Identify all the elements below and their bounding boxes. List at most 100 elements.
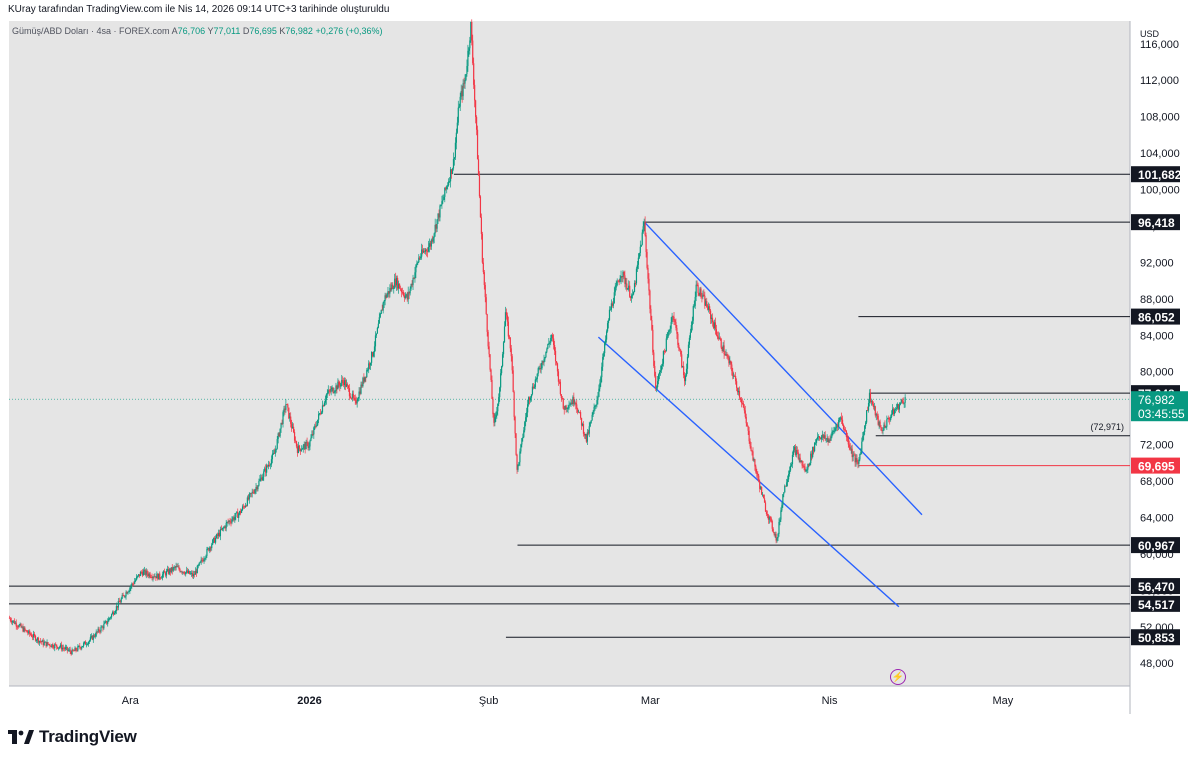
candle-down — [338, 381, 340, 385]
x-tick-label: Nis — [822, 695, 838, 707]
candle-down — [559, 381, 561, 395]
candle-down — [763, 498, 766, 503]
candle-up — [125, 592, 127, 597]
candle-up — [372, 352, 375, 357]
symbol-name[interactable]: Gümüş/ABD Doları · 4sa · FOREX.com — [12, 26, 170, 36]
candle-down — [322, 405, 325, 407]
candle-down — [31, 634, 33, 637]
candle-up — [531, 386, 534, 395]
candle-up — [239, 511, 241, 514]
candle-up — [269, 464, 272, 466]
candle-up — [468, 48, 470, 51]
candle-down — [577, 408, 579, 413]
candle-down — [243, 506, 246, 508]
candle-down — [411, 284, 413, 286]
candle-up — [108, 618, 110, 622]
candle-up — [538, 367, 540, 369]
candle-up — [788, 474, 790, 480]
candle-up — [136, 575, 139, 577]
candle-down — [532, 386, 535, 389]
candle-down — [224, 526, 226, 529]
candle-down — [731, 364, 733, 372]
candle-up — [686, 356, 689, 369]
candle-down — [144, 569, 146, 575]
candle-up — [311, 434, 313, 438]
candle-down — [848, 444, 850, 447]
candle-up — [175, 565, 177, 568]
candle-down — [350, 398, 352, 399]
candle-down — [611, 303, 613, 306]
candle-up — [300, 449, 302, 452]
candle-up — [550, 337, 552, 343]
candle-up — [628, 285, 630, 289]
candle-up — [449, 169, 452, 182]
candle-down — [365, 376, 367, 378]
candle-up — [292, 426, 294, 429]
candle-up — [172, 567, 174, 571]
candle-down — [250, 493, 252, 495]
candle-down — [735, 376, 737, 382]
candle-up — [599, 383, 601, 389]
candle-up — [396, 277, 398, 286]
candle-down — [472, 40, 474, 64]
candle-down — [491, 379, 493, 399]
candle-down — [106, 621, 108, 624]
candle-up — [834, 428, 836, 431]
candle-down — [703, 294, 705, 296]
candle-up — [189, 573, 192, 575]
candle-up — [302, 445, 304, 449]
candle-up — [812, 447, 814, 458]
candle-down — [617, 281, 619, 283]
low-label: D — [242, 26, 250, 36]
candle-down — [587, 432, 589, 434]
candle-up — [58, 646, 61, 648]
candle-up — [331, 387, 333, 389]
candle-up — [527, 404, 529, 413]
plot-area[interactable] — [9, 21, 1130, 686]
candle-up — [551, 334, 553, 338]
candle-down — [556, 363, 559, 372]
candle-down — [562, 398, 564, 409]
candle-down — [849, 446, 851, 450]
lightning-icon[interactable]: ⚡ — [890, 669, 906, 685]
candle-down — [227, 521, 229, 523]
candle-down — [96, 631, 98, 633]
candle-down — [112, 612, 115, 615]
level-price-label: 54,517 — [1138, 598, 1175, 612]
candle-up — [177, 566, 179, 568]
candle-up — [522, 437, 524, 439]
y-tick-label: 72,000 — [1140, 440, 1174, 452]
candle-up — [61, 647, 64, 650]
candle-down — [511, 356, 513, 371]
candle-up — [134, 581, 136, 584]
candle-up — [416, 263, 418, 266]
candle-down — [419, 257, 421, 259]
candle-up — [74, 647, 76, 651]
current-price-value: 76,982 — [1138, 393, 1175, 407]
candle-down — [477, 159, 480, 176]
candle-up — [616, 281, 618, 286]
candle-down — [653, 352, 655, 366]
candle-up — [836, 425, 838, 428]
candle-down — [553, 345, 556, 351]
candle-down — [62, 647, 65, 649]
candle-up — [205, 555, 207, 559]
candle-down — [242, 506, 245, 508]
candle-down — [486, 314, 488, 332]
candle-up — [586, 432, 588, 442]
candle-down — [164, 572, 167, 576]
candle-up — [136, 576, 138, 580]
candle-up — [665, 338, 667, 352]
candle-up — [521, 438, 523, 445]
candle-up — [274, 449, 276, 454]
candle-up — [358, 391, 360, 399]
candle-up — [791, 454, 794, 465]
candle-up — [88, 640, 91, 642]
candle-down — [22, 626, 24, 632]
candle-up — [449, 181, 451, 183]
candle-up — [213, 537, 215, 540]
candle-up — [831, 431, 833, 437]
candle-down — [422, 249, 424, 253]
candle-down — [514, 416, 516, 434]
